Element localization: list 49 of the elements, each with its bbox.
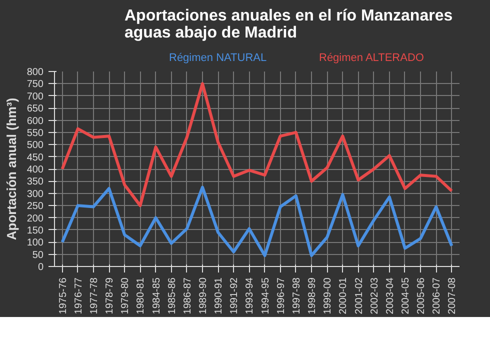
x-tick-label: 2000-01	[338, 277, 350, 314]
y-tick-label: 0	[38, 262, 44, 273]
x-tick-label: 1978-79	[104, 277, 116, 314]
y-tick-label: 400	[26, 164, 44, 176]
x-tick-label: 2002-03	[369, 277, 380, 314]
x-tick-label: 1993-94	[244, 277, 256, 314]
text: Régimen NATURAL	[169, 52, 267, 64]
text: Régimen ALTERADO	[319, 52, 424, 64]
x-tick-label: 1998-99	[307, 277, 318, 314]
x-tick-label: 1991-92	[229, 277, 240, 314]
y-tick-label: 250	[26, 201, 44, 212]
x-tick-label: 1994-95	[260, 277, 272, 314]
y-tick-label: 450	[26, 152, 44, 164]
x-tick-label: 1996-97	[276, 277, 287, 314]
y-tick-label: 700	[26, 91, 44, 102]
y-axis-title: Aportación anual (hm³)	[4, 98, 19, 240]
y-tick-label: 50	[32, 250, 44, 261]
x-tick-label: 2004-05	[400, 277, 412, 314]
x-tick-label: 1975-76	[58, 277, 69, 314]
y-tick-label: 500	[26, 140, 44, 152]
x-tick-label: 2006-07	[432, 277, 443, 314]
y-tick-label: 300	[26, 188, 44, 200]
y-tick-label: 150	[26, 225, 44, 236]
x-tick-label: 1999-00	[322, 277, 334, 314]
x-tick-label: 1985-86	[166, 277, 178, 314]
x-tick-label: 1997-98	[291, 277, 302, 314]
x-tick-label: 1979-80	[120, 277, 132, 314]
x-tick-label: 1989-90	[198, 277, 209, 314]
x-tick-label: 1986-87	[182, 277, 194, 314]
y-tick-label: 200	[26, 213, 44, 224]
y-tick-label: 600	[26, 116, 44, 127]
x-tick-label: 2003-04	[384, 277, 396, 314]
y-tick-label: 750	[26, 79, 44, 90]
x-tick-label: 2001-02	[354, 277, 365, 314]
chart-title: Aportaciones anuales en el río Manzanares aguas abajo de Madrid	[124, 8, 453, 42]
x-tick-label: 2005-06	[416, 277, 428, 314]
x-tick-label: 1990-91	[214, 277, 225, 314]
y-tick-label: 550	[26, 128, 44, 139]
y-tick-label: 800	[26, 67, 44, 78]
y-tick-label: 650	[26, 104, 44, 115]
x-tick-label: 1980-81	[136, 277, 147, 314]
x-tick-label: 2007-08	[447, 277, 458, 314]
line-series	[60, 186, 454, 258]
x-tick-label: 1984-85	[151, 277, 162, 314]
x-tick-label: 1977-78	[88, 277, 100, 314]
x-tick-label: 1976-77	[73, 277, 84, 314]
y-tick-label: 100	[26, 238, 44, 249]
y-tick-label: 350	[26, 176, 44, 188]
line-series	[60, 82, 454, 208]
